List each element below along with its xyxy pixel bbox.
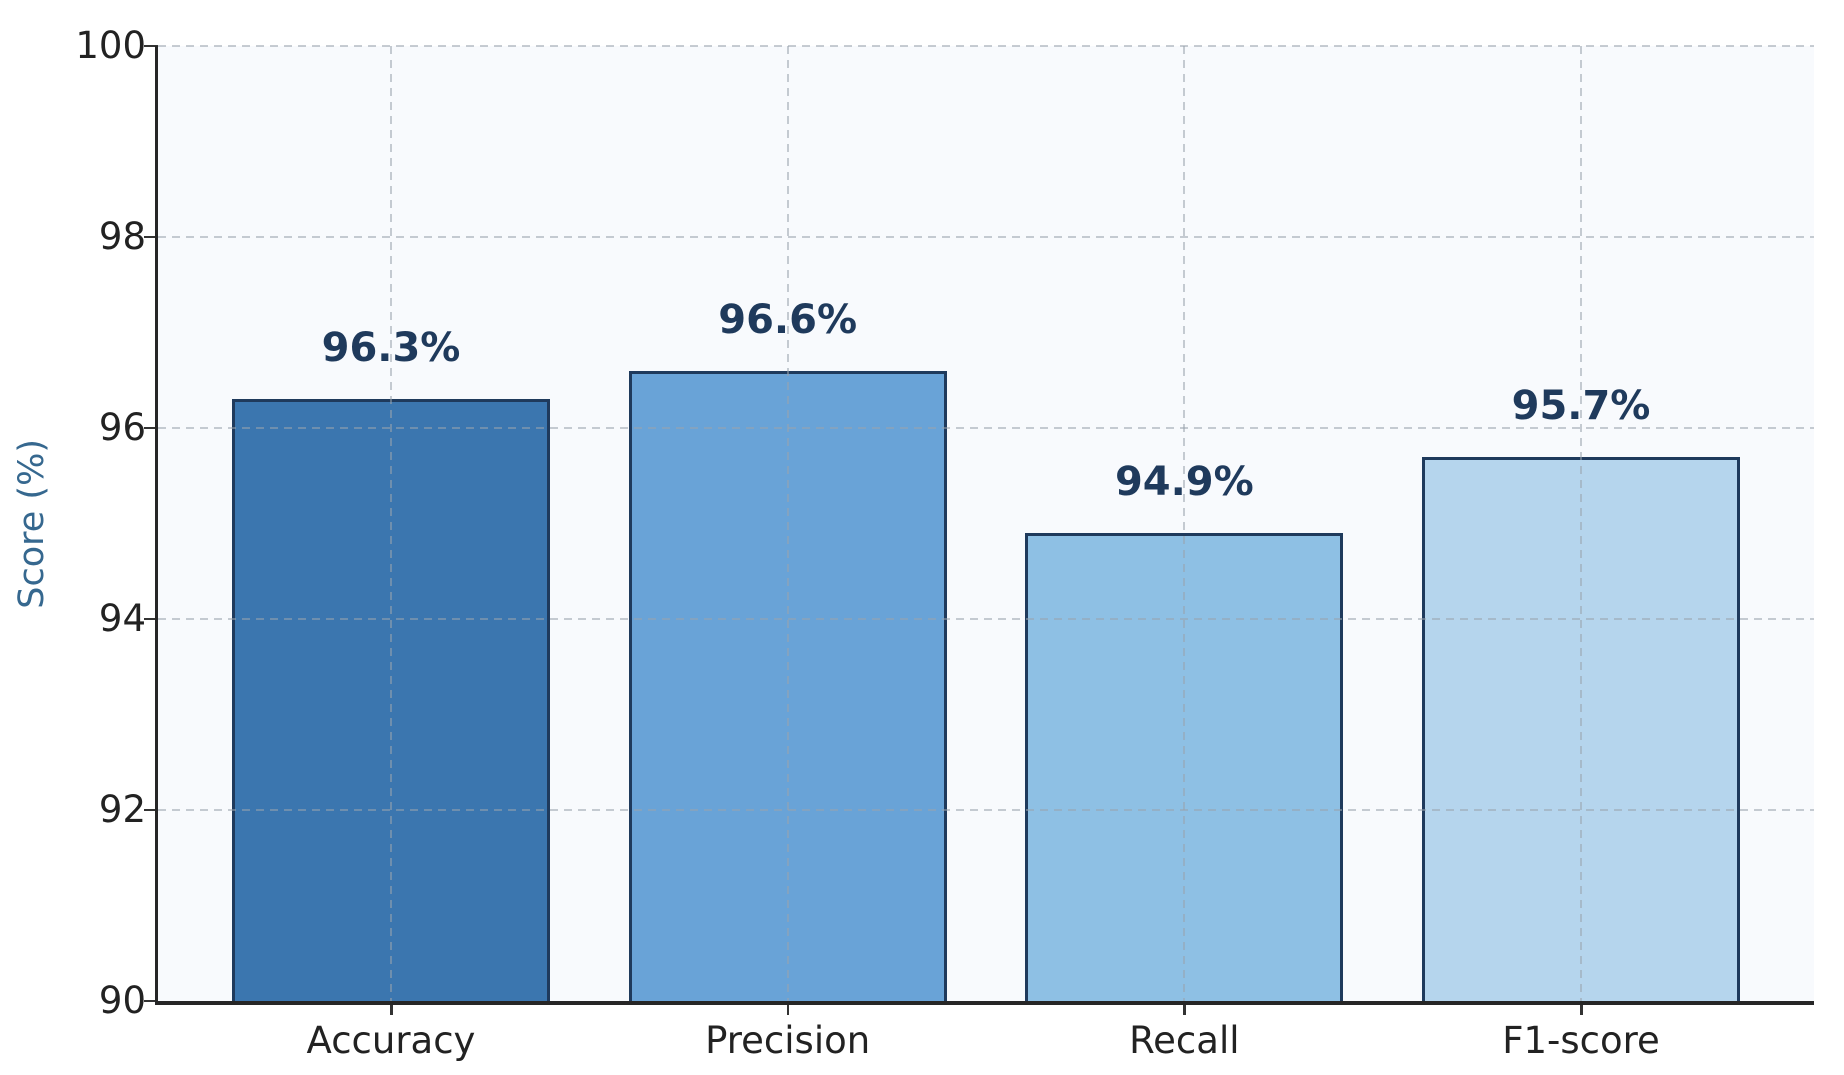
y-tick-label-94: 94 xyxy=(98,597,146,640)
y-tick-98 xyxy=(144,235,158,239)
y-tick-label-92: 92 xyxy=(98,788,146,831)
x-tick-label-recall: Recall xyxy=(1129,1019,1240,1062)
x-tick-label-accuracy: Accuracy xyxy=(306,1019,476,1062)
x-tick-f1-score xyxy=(1580,1003,1583,1015)
y-tick-94 xyxy=(144,617,158,621)
y-tick-90 xyxy=(144,999,158,1003)
gridline-v-accuracy xyxy=(390,46,392,1001)
gridline-v-f1-score xyxy=(1580,46,1582,1001)
value-label-precision: 96.6% xyxy=(718,296,858,343)
y-axis-spine xyxy=(155,46,158,1004)
gridline-h-100 xyxy=(158,45,1814,47)
y-tick-92 xyxy=(144,808,158,812)
x-tick-precision xyxy=(786,1003,790,1015)
gridline-v-precision xyxy=(786,46,789,1001)
value-label-f1-score: 95.7% xyxy=(1511,382,1651,429)
y-tick-label-100: 100 xyxy=(75,24,146,67)
y-tick-label-98: 98 xyxy=(98,215,146,258)
y-tick-label-90: 90 xyxy=(98,979,146,1022)
y-tick-label-96: 96 xyxy=(98,406,146,449)
y-tick-96 xyxy=(144,426,158,430)
x-axis-spine xyxy=(155,1001,1814,1005)
x-tick-label-precision: Precision xyxy=(705,1019,871,1062)
x-tick-recall xyxy=(1183,1003,1186,1015)
gridline-h-92 xyxy=(158,809,1814,811)
y-tick-100 xyxy=(144,44,158,48)
gridline-h-98 xyxy=(158,236,1814,238)
y-axis-label-wrap: Score (%) xyxy=(6,46,58,1001)
x-tick-label-f1-score: F1-score xyxy=(1502,1019,1660,1062)
gridline-h-94 xyxy=(158,618,1814,620)
value-label-accuracy: 96.3% xyxy=(321,325,461,372)
value-label-recall: 94.9% xyxy=(1114,459,1254,506)
gridline-h-96 xyxy=(158,427,1814,429)
x-tick-accuracy xyxy=(390,1003,393,1015)
y-axis-label: Score (%) xyxy=(12,438,52,609)
gridline-v-recall xyxy=(1183,46,1186,1001)
